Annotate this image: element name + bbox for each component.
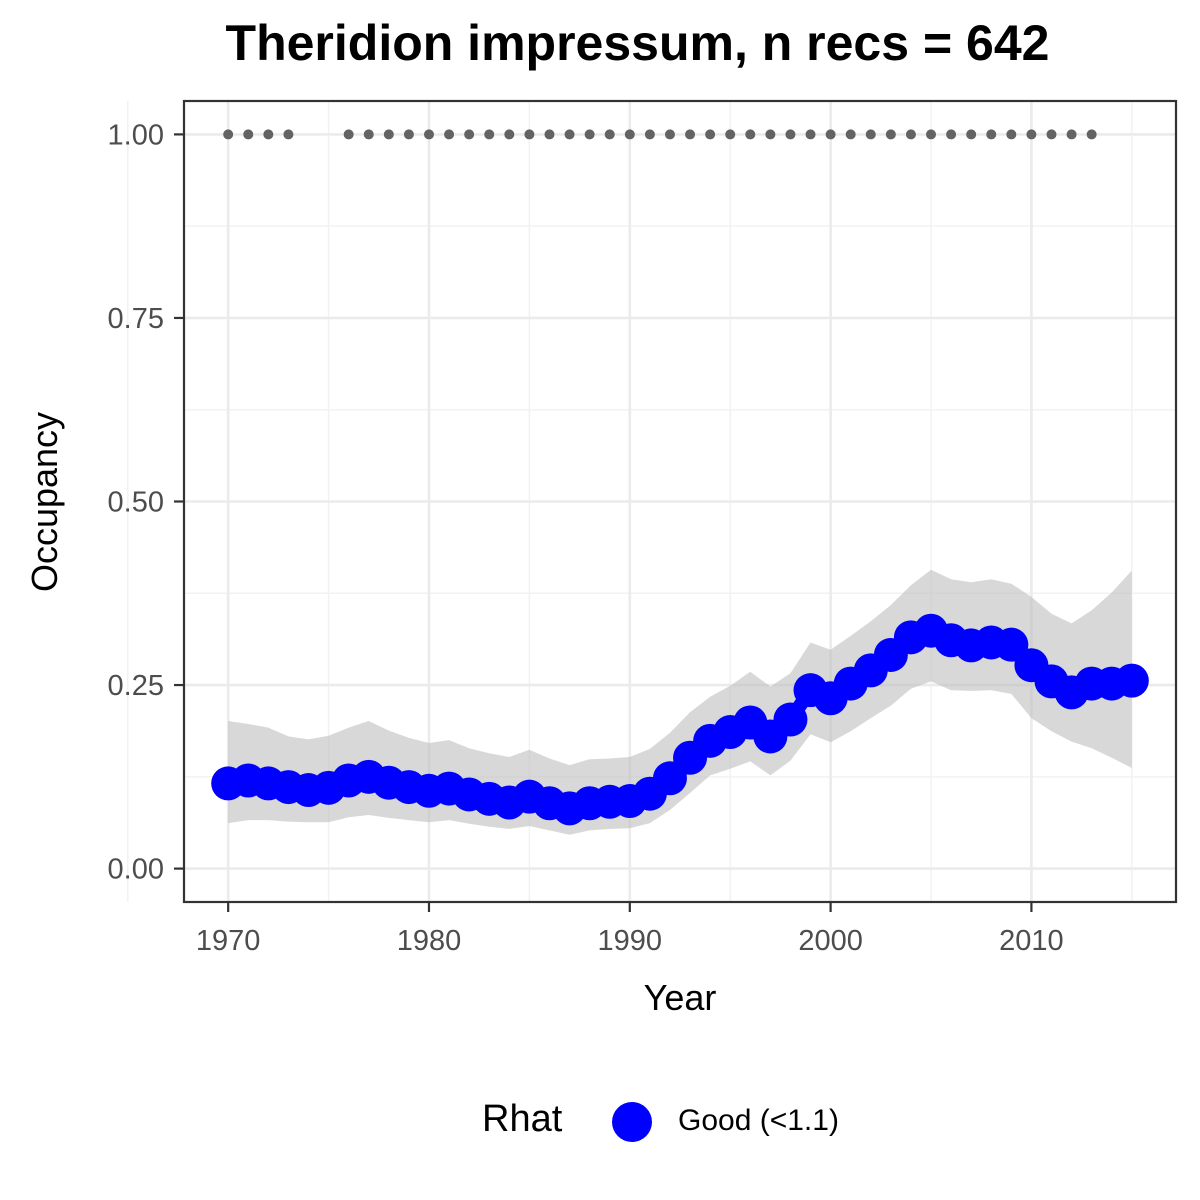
- record-dot: [1006, 129, 1017, 140]
- record-dot: [1026, 129, 1037, 140]
- occupancy-point: [773, 702, 808, 737]
- y-tick-label: 0.00: [108, 854, 164, 886]
- record-dot: [905, 129, 916, 140]
- legend: Rhat Good (<1.1): [0, 1096, 1200, 1146]
- record-dot: [464, 129, 475, 140]
- legend-label-good: Good (<1.1): [678, 1104, 839, 1137]
- record-dot: [926, 129, 937, 140]
- x-tick-label: 1970: [196, 925, 261, 957]
- axis-ticks: [174, 133, 1033, 912]
- record-dot: [966, 129, 977, 140]
- record-dot: [263, 129, 274, 140]
- record-dot: [223, 129, 234, 140]
- x-tick-label: 2010: [999, 925, 1064, 957]
- y-tick-label: 0.25: [108, 670, 164, 702]
- record-dot: [845, 129, 856, 140]
- record-dot: [986, 129, 997, 140]
- record-dot: [1066, 129, 1077, 140]
- record-dot: [383, 129, 394, 140]
- record-dot: [1086, 129, 1097, 140]
- occupancy-point: [1114, 663, 1149, 698]
- x-axis-title: Year: [644, 977, 717, 1018]
- legend-title: Rhat: [482, 1098, 563, 1140]
- record-dot: [865, 129, 876, 140]
- record-dot: [283, 129, 294, 140]
- record-dot: [825, 129, 836, 140]
- record-dot: [423, 129, 434, 140]
- x-tick-label: 1980: [397, 925, 462, 957]
- record-dot: [664, 129, 675, 140]
- y-tick-labels: 0.00 0.25 0.50 0.75 1.00: [108, 119, 164, 885]
- occupancy-points-layer: [211, 613, 1149, 826]
- record-dot: [504, 129, 515, 140]
- record-dot: [444, 129, 455, 140]
- record-dot: [1046, 129, 1057, 140]
- record-dot: [624, 129, 635, 140]
- record-dot: [946, 129, 957, 140]
- record-dot: [705, 129, 716, 140]
- record-dot: [604, 129, 615, 140]
- y-tick-label: 0.50: [108, 487, 164, 519]
- record-dot: [725, 129, 736, 140]
- record-dot: [644, 129, 655, 140]
- record-dot: [685, 129, 696, 140]
- x-tick-label: 1990: [598, 925, 663, 957]
- record-dot: [584, 129, 595, 140]
- record-dot: [745, 129, 756, 140]
- x-tick-labels: 1970 1980 1990 2000 2010: [196, 925, 1064, 957]
- record-dot: [544, 129, 555, 140]
- y-tick-label: 1.00: [108, 119, 164, 151]
- record-dot: [243, 129, 254, 140]
- chart-title: Theridion impressum, n recs = 642: [225, 15, 1050, 71]
- y-axis-title: Occupancy: [24, 412, 65, 592]
- y-tick-label: 0.75: [108, 303, 164, 335]
- record-dot: [785, 129, 796, 140]
- record-dot: [343, 129, 354, 140]
- record-dot: [885, 129, 896, 140]
- record-dot: [805, 129, 816, 140]
- record-dot: [564, 129, 575, 140]
- record-dot: [484, 129, 495, 140]
- record-dot: [524, 129, 535, 140]
- record-dot: [403, 129, 414, 140]
- confidence-ribbon-layer: [228, 569, 1132, 835]
- confidence-ribbon: [228, 569, 1132, 835]
- record-dot: [765, 129, 776, 140]
- legend-key-good: [612, 1102, 652, 1142]
- x-tick-label: 2000: [798, 925, 863, 957]
- record-dots-layer: [223, 129, 1097, 140]
- record-dot: [363, 129, 374, 140]
